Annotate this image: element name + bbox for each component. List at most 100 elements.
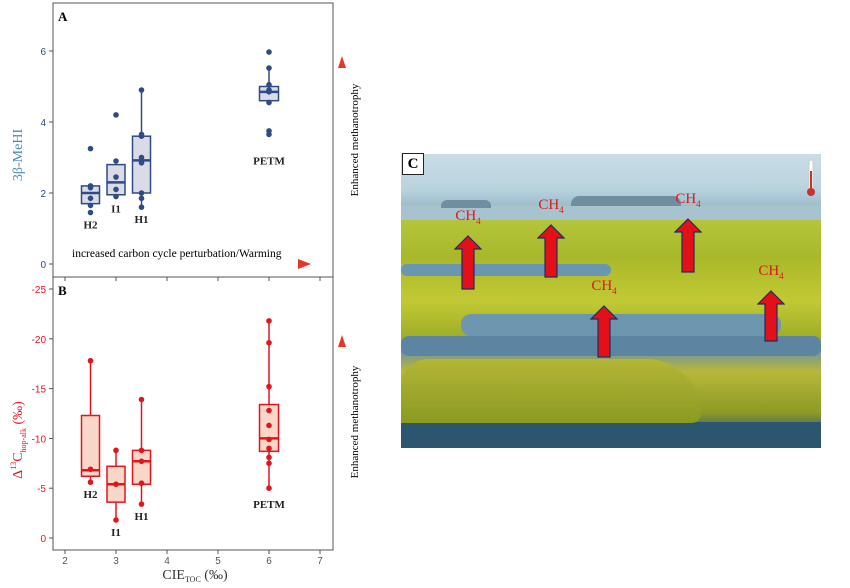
y-axis-title-a: 3β-MeHI: [11, 129, 26, 182]
data-point: [138, 480, 145, 487]
thermometer-icon: [807, 159, 815, 196]
y-tick-label-b: -20: [32, 335, 47, 346]
group-label-h2: H2: [83, 220, 98, 232]
methanotrophy-arrowhead-b: [338, 335, 346, 347]
ch4-main: CH: [455, 208, 477, 224]
y-tick-label-a: 0: [40, 260, 46, 271]
group-label-petm: PETM: [253, 499, 285, 511]
y-tick-label-b: 0: [40, 534, 46, 545]
distant-island: [571, 196, 681, 206]
panel-a-frame: [52, 2, 334, 278]
data-point: [266, 460, 272, 467]
data-point: [87, 184, 94, 191]
ch4-subscript: 4: [696, 199, 701, 209]
group-label-i1: I1: [111, 527, 121, 539]
ch4-main: CH: [675, 191, 697, 207]
data-point: [87, 357, 94, 364]
data-point: [87, 479, 94, 486]
data-point: [266, 318, 272, 324]
x-tick-label: 6: [266, 556, 272, 567]
x-axis-title: CIETOC (‰): [162, 568, 228, 584]
data-point: [138, 458, 145, 465]
data-point: [266, 131, 272, 138]
warming-annotation: increased carbon cycle perturbation/Warm…: [72, 248, 282, 260]
x-tick-label: 3: [113, 556, 119, 567]
y-axis-title-b: Δ13Chop-alk (‰): [9, 401, 28, 479]
data-point: [113, 481, 119, 488]
ch4-main: CH: [591, 278, 613, 294]
methanotrophy-label-b: Enhanced methanotrophy: [349, 365, 361, 478]
methane-arrow-icon: [590, 305, 618, 358]
methanotrophy-label-a: Enhanced methanotrophy: [349, 83, 361, 196]
data-point: [266, 89, 272, 95]
data-point: [87, 202, 94, 209]
data-point: [138, 133, 145, 139]
y-tick-label-a: 4: [40, 118, 46, 129]
data-point: [266, 339, 272, 346]
data-point: [87, 145, 94, 152]
panel-a-label: A: [58, 9, 68, 24]
data-point: [266, 454, 272, 461]
x-tick-label: 5: [215, 556, 221, 567]
y-tick-label-b: -10: [32, 434, 47, 445]
data-point: [266, 436, 272, 443]
warming-arrowhead: [298, 259, 311, 269]
ch4-label: CH4: [591, 278, 616, 296]
methanotrophy-arrowhead-a: [338, 56, 346, 68]
y-tick-label-b: -5: [37, 484, 46, 495]
x-tick-label: 2: [62, 556, 68, 567]
data-point: [266, 49, 272, 55]
methane-arrow-icon: [674, 218, 702, 273]
marsh-foreground: [401, 359, 701, 423]
y-tick-label-a: 6: [40, 47, 46, 58]
ch4-label: CH4: [675, 191, 700, 209]
panel-b-label: B: [58, 283, 67, 298]
x-tick-label: 4: [164, 556, 170, 567]
data-point: [266, 485, 272, 492]
data-point: [138, 160, 145, 166]
group-label-h2: H2: [83, 489, 98, 501]
data-point: [138, 154, 145, 161]
data-point: [113, 174, 119, 180]
data-point: [138, 396, 145, 403]
ch4-label: CH4: [758, 263, 783, 281]
data-point: [87, 209, 94, 216]
data-point: [87, 466, 94, 473]
methane-arrow-icon: [454, 235, 482, 290]
ch4-subscript: 4: [779, 271, 784, 281]
y-tick-label-a: 2: [40, 189, 46, 200]
data-point: [266, 81, 272, 88]
ch4-subscript: 4: [476, 216, 481, 226]
y-tick-label-b: -25: [32, 285, 47, 296]
ch4-label: CH4: [538, 197, 563, 215]
distant-island: [441, 200, 491, 208]
data-point: [138, 190, 145, 196]
data-point: [113, 193, 119, 200]
box-h2: [80, 414, 101, 477]
salt-marsh-photo: [401, 154, 821, 448]
water-channel: [401, 264, 611, 276]
methane-arrow-icon: [537, 224, 565, 278]
group-label-h1: H1: [134, 511, 148, 523]
data-point: [138, 195, 145, 202]
ch4-subscript: 4: [559, 205, 564, 215]
data-point: [266, 445, 272, 452]
data-point: [138, 501, 145, 507]
water-foreground: [401, 422, 821, 448]
group-label-h1: H1: [134, 214, 148, 226]
group-label-petm: PETM: [253, 155, 285, 167]
panel-c-label: C: [402, 153, 424, 175]
data-point: [113, 112, 119, 118]
ch4-main: CH: [538, 197, 560, 213]
data-point: [113, 517, 119, 523]
box-h1: [131, 449, 152, 485]
group-label-i1: I1: [111, 204, 121, 216]
data-point: [266, 383, 272, 390]
data-point: [87, 195, 94, 202]
x-tick-label: 7: [317, 556, 323, 567]
data-point: [113, 447, 119, 454]
data-point: [266, 407, 272, 414]
water-channel: [461, 314, 781, 336]
panel-b-frame: [52, 276, 334, 551]
